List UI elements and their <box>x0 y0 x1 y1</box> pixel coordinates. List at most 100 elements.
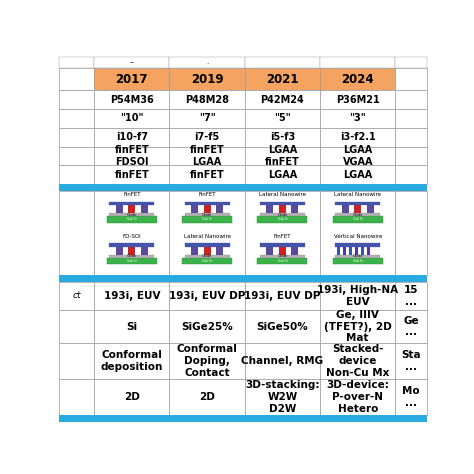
Bar <box>365 202 375 205</box>
Bar <box>343 247 346 255</box>
Bar <box>335 255 380 258</box>
Text: Oxide: Oxide <box>127 255 137 258</box>
Text: FinFET: FinFET <box>198 192 216 198</box>
Text: Conformal
deposition: Conformal deposition <box>100 350 163 372</box>
Bar <box>290 202 300 205</box>
Text: Ge, IIIV
(TFET?), 2D
Mat: Ge, IIIV (TFET?), 2D Mat <box>324 310 392 343</box>
Bar <box>141 247 148 255</box>
Text: 193i, EUV DP: 193i, EUV DP <box>244 291 320 301</box>
Text: Si: Si <box>126 321 137 331</box>
Bar <box>245 57 320 68</box>
Bar <box>185 255 229 258</box>
Bar <box>185 213 229 216</box>
Bar <box>59 57 94 68</box>
Bar <box>215 202 225 205</box>
Bar <box>190 245 200 247</box>
Bar <box>185 201 229 205</box>
Bar <box>395 191 427 275</box>
Text: Oxide: Oxide <box>202 212 212 217</box>
Text: i5-f3: i5-f3 <box>270 132 295 142</box>
Bar <box>107 216 157 222</box>
Bar <box>260 244 305 247</box>
Text: P48M28: P48M28 <box>185 95 229 105</box>
Bar <box>59 191 94 275</box>
Bar <box>191 205 198 213</box>
Bar <box>59 165 94 184</box>
Bar <box>257 216 307 222</box>
Text: LGAA: LGAA <box>343 170 373 180</box>
Bar <box>257 258 307 264</box>
Bar <box>395 91 427 109</box>
Text: 2021: 2021 <box>266 73 299 86</box>
Text: 193i, EUV DP: 193i, EUV DP <box>169 291 246 301</box>
Text: "7": "7" <box>199 113 216 124</box>
Text: Sub Si: Sub Si <box>278 218 287 221</box>
Bar <box>59 379 94 415</box>
Text: Vertical Nanowire: Vertical Nanowire <box>334 234 382 239</box>
Text: finFET: finFET <box>190 170 225 180</box>
Bar <box>245 310 320 343</box>
Text: Sub Si: Sub Si <box>127 218 137 221</box>
Bar <box>266 247 273 255</box>
Bar <box>169 146 245 165</box>
Bar <box>290 245 300 247</box>
Text: P36M21: P36M21 <box>336 95 380 105</box>
Bar <box>139 245 149 247</box>
Bar <box>395 128 427 146</box>
Text: P54M36: P54M36 <box>110 95 154 105</box>
Text: Lateral Nanowire: Lateral Nanowire <box>259 192 306 198</box>
Bar <box>59 275 427 282</box>
Bar <box>128 205 135 213</box>
Text: i3-f2.1: i3-f2.1 <box>340 132 375 142</box>
Bar <box>395 282 427 310</box>
Text: "3": "3" <box>349 113 366 124</box>
Text: Sta
...: Sta ... <box>401 350 421 372</box>
Bar <box>320 57 395 68</box>
Bar <box>245 379 320 415</box>
Text: Lateral Nanowire: Lateral Nanowire <box>334 192 381 198</box>
Bar <box>94 379 169 415</box>
Bar <box>139 202 149 205</box>
Bar <box>182 258 232 264</box>
Bar <box>114 202 124 205</box>
Bar <box>215 245 225 247</box>
Text: i7-f5: i7-f5 <box>194 132 220 142</box>
Bar <box>245 68 320 91</box>
Bar <box>245 146 320 165</box>
Text: Ge
...: Ge ... <box>403 316 419 337</box>
Bar <box>277 202 287 205</box>
Bar <box>169 282 245 310</box>
Bar <box>169 68 245 91</box>
Bar <box>94 165 169 184</box>
Bar <box>169 109 245 128</box>
Text: Sub Si: Sub Si <box>353 218 363 221</box>
Bar <box>260 201 305 205</box>
Bar <box>320 128 395 146</box>
Text: ct: ct <box>73 292 81 301</box>
Bar <box>320 68 395 91</box>
Text: 2D: 2D <box>199 392 215 402</box>
Text: LGAA
finFET: LGAA finFET <box>265 145 300 167</box>
Text: Sub Si: Sub Si <box>202 218 212 221</box>
Bar <box>265 202 275 205</box>
Bar <box>128 247 135 255</box>
Bar <box>94 68 169 91</box>
Text: FD-SOI: FD-SOI <box>122 234 141 239</box>
Bar <box>59 310 94 343</box>
Bar <box>127 245 137 247</box>
Bar <box>190 202 200 205</box>
Bar <box>279 247 286 255</box>
Text: Oxide: Oxide <box>127 212 137 217</box>
Bar <box>59 128 94 146</box>
Bar <box>337 247 340 255</box>
Text: Conformal
Doping,
Contact: Conformal Doping, Contact <box>177 345 237 378</box>
Bar <box>127 202 137 205</box>
Text: "5": "5" <box>274 113 291 124</box>
Text: 193i, EUV: 193i, EUV <box>103 291 160 301</box>
Bar <box>320 91 395 109</box>
Bar <box>320 146 395 165</box>
Bar <box>367 247 370 255</box>
Bar <box>59 282 94 310</box>
Bar <box>395 109 427 128</box>
Bar <box>320 191 395 275</box>
